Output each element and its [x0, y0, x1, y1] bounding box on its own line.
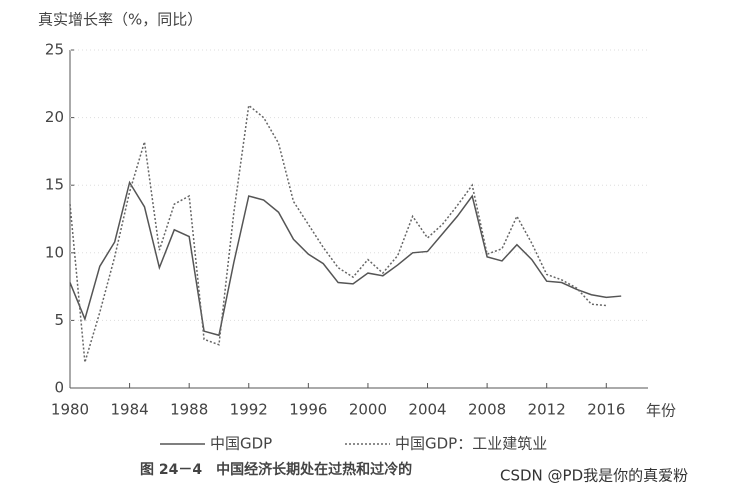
x-tick-label: 2016	[587, 401, 625, 419]
legend-label: 中国GDP	[210, 435, 272, 453]
y-tick-label: 5	[54, 311, 64, 329]
x-tick-label: 1984	[110, 401, 148, 419]
x-axis-label: 年份	[646, 402, 676, 420]
x-tick-label: 1980	[51, 401, 89, 419]
series-line	[69, 180, 622, 337]
y-tick-label: 10	[45, 243, 64, 261]
y-tick-label: 20	[45, 108, 64, 126]
y-tick-label: 15	[45, 176, 64, 194]
legend-label: 中国GDP：工业建筑业	[395, 435, 547, 453]
x-tick-label: 2008	[468, 401, 506, 419]
caption: 图 24－4 中国经济长期处在过热和过冷的	[140, 461, 412, 478]
x-tick-label: 2012	[528, 401, 566, 419]
x-tick-label: 1992	[230, 401, 268, 419]
x-tick-label: 2004	[408, 401, 446, 419]
x-tick-label: 1996	[289, 401, 327, 419]
series-line	[69, 104, 607, 363]
x-tick-label: 2000	[349, 401, 387, 419]
y-tick-label: 0	[54, 379, 64, 397]
chart-title: 真实增长率（%，同比）	[38, 11, 202, 29]
watermark: CSDN @PD我是你的真爱粉	[500, 467, 688, 485]
y-tick-label: 25	[45, 41, 64, 59]
x-tick-label: 1988	[170, 401, 208, 419]
